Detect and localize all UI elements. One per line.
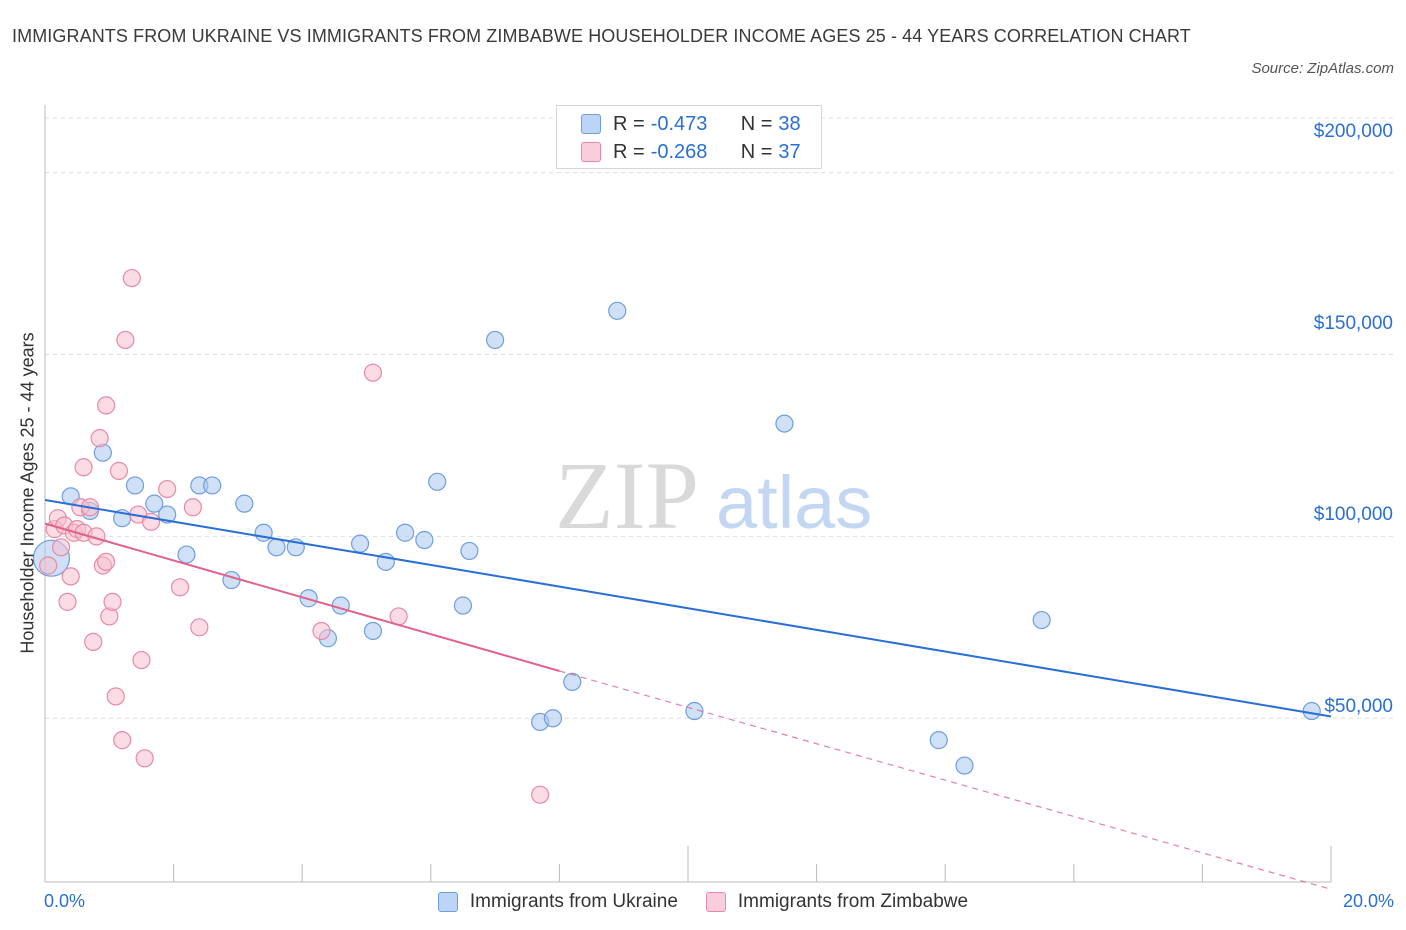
point-zimbabwe <box>158 479 177 499</box>
point-zimbabwe <box>363 363 383 382</box>
point-ukraine <box>395 523 415 542</box>
point-zimbabwe <box>103 592 122 611</box>
trendline-zimbabwe <box>44 522 560 672</box>
point-ukraine <box>363 621 383 641</box>
trendline-zimbabwe-extension <box>559 670 1332 890</box>
series-name-ukraine: Immigrants from Ukraine <box>469 891 678 912</box>
point-ukraine <box>955 756 974 775</box>
point-zimbabwe <box>58 592 77 611</box>
point-zimbabwe <box>183 498 202 517</box>
point-ukraine <box>929 731 948 750</box>
watermark-zip: ZIP <box>555 442 699 549</box>
legend-swatch-zimbabwe <box>581 142 601 162</box>
point-ukraine <box>453 596 473 615</box>
point-ukraine <box>177 545 196 564</box>
point-ukraine <box>125 476 145 495</box>
legend-n-value: 38 <box>778 112 801 135</box>
point-ukraine <box>563 672 582 692</box>
point-zimbabwe <box>190 618 209 637</box>
point-ukraine <box>1302 701 1321 721</box>
point-zimbabwe <box>312 621 331 641</box>
point-zimbabwe <box>116 330 135 350</box>
point-zimbabwe <box>135 749 154 768</box>
point-ukraine <box>1032 610 1051 630</box>
point-ukraine <box>460 541 479 561</box>
legend-swatch-ukraine <box>581 114 601 134</box>
series-legend: Immigrants from Ukraine Immigrants from … <box>0 889 1406 915</box>
point-ukraine <box>331 596 350 615</box>
point-ukraine <box>267 538 286 557</box>
point-zimbabwe <box>170 578 190 597</box>
trendline-ukraine <box>44 499 1332 718</box>
axes <box>44 105 1332 883</box>
y-tick-label: $50,000 <box>1324 696 1393 717</box>
y-tick-label: $200,000 <box>1313 121 1393 142</box>
y-axis-label: Householder Income Ages 25 - 44 years <box>17 332 38 654</box>
point-zimbabwe <box>84 632 103 651</box>
legend-row-ukraine: R = -0.473 N = 38 <box>581 112 801 136</box>
point-ukraine <box>235 494 254 513</box>
point-zimbabwe <box>132 650 151 670</box>
x-tick-label-max: 20.0% <box>1342 891 1394 911</box>
stats-legend: R = -0.473 N = 38 R = -0.268 N = 37 <box>556 105 822 169</box>
watermark-atlas: atlas <box>716 461 872 544</box>
point-ukraine <box>608 301 627 320</box>
point-ukraine <box>203 476 222 495</box>
series-swatch-zimbabwe <box>705 892 726 912</box>
point-zimbabwe <box>51 538 71 557</box>
point-zimbabwe <box>113 731 132 750</box>
point-zimbabwe <box>109 461 129 480</box>
point-ukraine <box>685 701 704 721</box>
series-legend-ukraine: Immigrants from Ukraine <box>437 891 678 913</box>
source-credit: Source: ZipAtlas.com <box>1251 60 1394 77</box>
point-ukraine <box>486 330 505 350</box>
legend-n-value: 37 <box>778 140 801 163</box>
point-zimbabwe <box>531 785 550 804</box>
series-name-zimbabwe: Immigrants from Zimbabwe <box>737 891 969 912</box>
data-points <box>32 268 1321 804</box>
chart-title: IMMIGRANTS FROM UKRAINE VS IMMIGRANTS FR… <box>12 26 1191 46</box>
trend-lines <box>44 499 1332 890</box>
legend-r-label: R = <box>613 140 645 163</box>
point-ukraine <box>350 534 370 553</box>
point-zimbabwe <box>106 687 125 706</box>
legend-r-value: -0.473 <box>650 112 708 135</box>
point-ukraine <box>775 414 794 433</box>
grid-lines <box>45 117 1395 719</box>
point-ukraine <box>543 709 563 728</box>
point-zimbabwe <box>90 429 109 448</box>
point-ukraine <box>222 570 241 590</box>
point-zimbabwe <box>61 567 80 586</box>
legend-r-value: -0.268 <box>650 140 708 163</box>
legend-r-label: R = <box>613 112 645 135</box>
x-tick-label-min: 0.0% <box>44 891 86 911</box>
point-ukraine <box>145 494 164 513</box>
point-zimbabwe <box>74 458 93 477</box>
point-zimbabwe <box>96 552 116 571</box>
y-tick-label: $150,000 <box>1313 313 1393 334</box>
point-zimbabwe <box>122 268 141 288</box>
series-swatch-ukraine <box>437 892 458 912</box>
y-tick-label: $100,000 <box>1313 504 1393 525</box>
point-zimbabwe <box>96 396 116 415</box>
zipatlas-watermark: ZIP atlas <box>555 442 872 549</box>
series-legend-zimbabwe: Immigrants from Zimbabwe <box>705 891 969 913</box>
point-zimbabwe <box>39 556 58 575</box>
point-ukraine <box>415 530 434 550</box>
legend-row-zimbabwe: R = -0.268 N = 37 <box>581 140 801 164</box>
legend-n-label: N = <box>740 112 773 135</box>
point-ukraine <box>158 505 177 524</box>
legend-n-label: N = <box>740 140 773 163</box>
point-ukraine <box>428 472 447 491</box>
